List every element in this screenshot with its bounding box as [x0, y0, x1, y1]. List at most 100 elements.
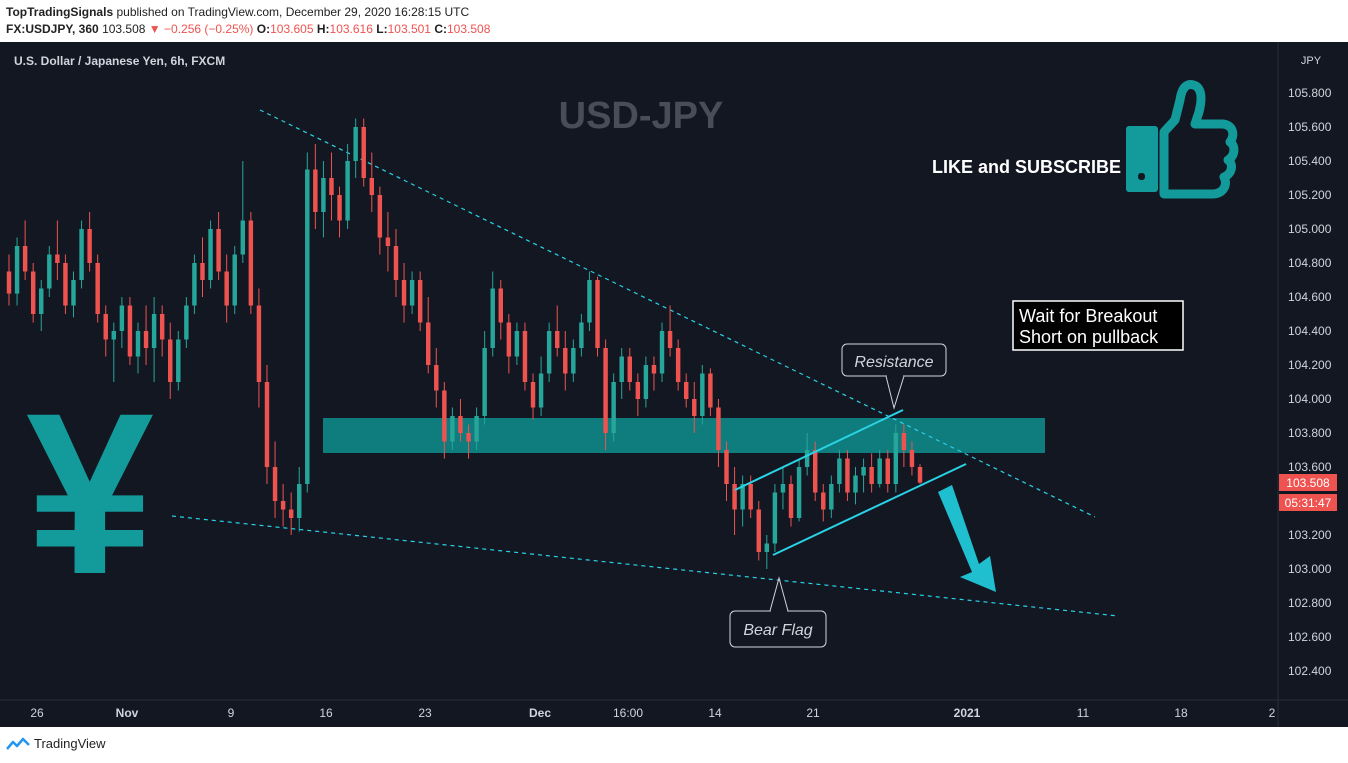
- x-tick-label: 26: [30, 706, 44, 720]
- candle-body: [724, 450, 729, 484]
- candle-body: [30, 271, 36, 314]
- x-tick-label: 11: [1077, 706, 1090, 720]
- time-axis[interactable]: 26 Nov 9 16 23 Dec 16:00 14 21 2021 11 18 2: [30, 706, 1275, 720]
- candle-body: [232, 254, 237, 306]
- flag-lower-line[interactable]: [772, 463, 967, 556]
- candle-body: [901, 433, 907, 450]
- candle-body: [571, 348, 576, 374]
- descending-trendline[interactable]: [259, 109, 1096, 518]
- candle-body: [708, 373, 713, 408]
- candle-body: [345, 161, 350, 221]
- candle-body: [63, 263, 68, 306]
- signal-box[interactable]: Wait for Breakout Short on pullback: [1012, 300, 1184, 351]
- candle-body: [248, 220, 254, 306]
- candle-body: [732, 484, 737, 510]
- resistance-callout[interactable]: Resistance: [841, 343, 947, 410]
- candle-body: [611, 382, 616, 433]
- candle-body: [917, 467, 923, 483]
- y-tick-label: 104.000: [1288, 392, 1332, 406]
- candle-body: [554, 331, 560, 348]
- candle-body: [434, 365, 439, 391]
- candle-body: [361, 127, 366, 178]
- candle-body: [692, 399, 697, 416]
- candle-body: [490, 288, 495, 348]
- resistance-label: Resistance: [854, 354, 933, 371]
- candle-body: [55, 254, 60, 263]
- candle-body: [192, 263, 197, 306]
- y-tick-label: 102.800: [1288, 596, 1332, 610]
- x-tick-label: 2021: [954, 706, 981, 720]
- candle-body: [506, 322, 512, 357]
- chart-watermark: USD-JPY: [559, 95, 724, 137]
- bear-flag-callout[interactable]: Bear Flag: [729, 576, 827, 648]
- publish-header: TopTradingSignals published on TradingVi…: [0, 0, 1348, 42]
- y-tick-label: 105.200: [1288, 188, 1332, 202]
- publisher-name[interactable]: TopTradingSignals: [6, 5, 114, 19]
- candle-body: [393, 246, 399, 280]
- like-subscribe-text: LIKE and SUBSCRIBE: [932, 157, 1121, 177]
- signal-line-1: Wait for Breakout: [1019, 306, 1157, 326]
- candle-body: [675, 348, 681, 382]
- flag-upper-line[interactable]: [734, 409, 904, 491]
- candle-body: [579, 322, 584, 348]
- currency-badge[interactable]: JPY: [1295, 52, 1327, 68]
- candle-body: [216, 229, 221, 272]
- candle-body: [587, 280, 592, 323]
- candle-body: [224, 271, 229, 306]
- candle-body: [79, 229, 84, 280]
- candle-body: [538, 373, 544, 408]
- low-label: L:: [376, 22, 388, 36]
- candle-body: [119, 305, 125, 331]
- candle-body: [659, 331, 665, 374]
- resistance-zone[interactable]: [323, 418, 1045, 453]
- high-label: H:: [316, 22, 330, 36]
- x-tick-label: 14: [708, 706, 722, 720]
- candle-body: [716, 407, 721, 450]
- candle-body: [853, 475, 858, 493]
- tradingview-brand[interactable]: TradingView: [6, 736, 106, 751]
- x-tick-label: 16:00: [613, 706, 643, 720]
- y-tick-label: 103.800: [1288, 426, 1332, 440]
- symbol-info-line: FX:USDJPY, 360 103.508 ▼ −0.256 (−0.25%)…: [6, 22, 490, 36]
- candle-body: [103, 314, 108, 340]
- candle-body: [845, 458, 850, 493]
- tradingview-logo-icon: [6, 737, 30, 750]
- countdown-tag-text: 05:31:47: [1285, 496, 1332, 510]
- candle-body: [385, 237, 391, 246]
- chart-area[interactable]: 105.800 105.600 105.400 105.200 105.000 104.8…: [0, 42, 1348, 727]
- x-tick-label: Dec: [529, 706, 551, 720]
- candle-body: [409, 280, 415, 306]
- candle-body: [877, 458, 882, 484]
- y-tick-label: 103.000: [1288, 562, 1332, 576]
- price-chart[interactable]: 105.800 105.600 105.400 105.200 105.000 104.8…: [0, 42, 1348, 727]
- candle-body: [563, 348, 568, 374]
- candle-body: [796, 467, 802, 518]
- candle-body: [772, 492, 778, 544]
- last-price-tag: 103.508: [1279, 474, 1337, 491]
- candlestick-series: [6, 118, 923, 569]
- candle-body: [321, 178, 326, 212]
- candle-body: [829, 484, 834, 510]
- candle-body: [151, 314, 157, 348]
- candle-body: [184, 305, 189, 340]
- candle-body: [305, 169, 310, 484]
- candle-body: [47, 254, 52, 289]
- candle-body: [272, 467, 278, 501]
- y-tick-label: 104.600: [1288, 290, 1332, 304]
- candle-body: [893, 433, 899, 484]
- price-axis[interactable]: 105.800 105.600 105.400 105.200 105.000 104.8…: [1288, 86, 1332, 678]
- candle-body: [200, 263, 205, 280]
- x-tick-label: 16: [319, 706, 333, 720]
- candle-body: [458, 416, 463, 433]
- candle-body: [909, 450, 915, 467]
- candle-body: [788, 484, 794, 518]
- candle-body: [442, 390, 447, 442]
- candle-body: [168, 339, 173, 382]
- lower-trendline[interactable]: [171, 515, 1119, 617]
- thumbs-up-icon[interactable]: [1126, 80, 1239, 199]
- x-tick-label: 23: [418, 706, 432, 720]
- chart-title: U.S. Dollar / Japanese Yen, 6h, FXCM: [14, 54, 225, 68]
- candle-body: [127, 305, 133, 357]
- y-tick-label: 102.400: [1288, 664, 1332, 678]
- price-change: −0.256 (−0.25%): [164, 22, 254, 36]
